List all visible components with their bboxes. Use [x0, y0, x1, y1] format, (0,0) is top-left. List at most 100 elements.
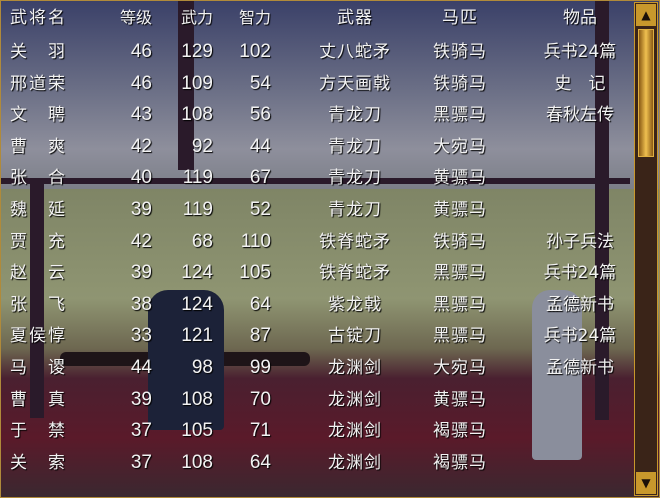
- tent-pole: [595, 0, 609, 420]
- header-name[interactable]: 武将名: [10, 8, 67, 28]
- cell-level: 39: [130, 199, 152, 220]
- cell-strength: 109: [181, 72, 213, 94]
- cell-weapon: 青龙刀: [328, 200, 382, 220]
- cell-item: 兵书24篇: [543, 263, 617, 284]
- cell-level: 33: [130, 325, 152, 347]
- scroll-up-arrow-icon[interactable]: ▲: [636, 4, 656, 26]
- cell-intelligence: 52: [249, 199, 271, 220]
- table-header: 武将名 等级 武力 智力 武器 马匹 物品: [0, 4, 630, 32]
- cell-level: 40: [130, 167, 152, 189]
- cell-intelligence: 99: [249, 357, 271, 378]
- cell-intelligence: 102: [239, 41, 271, 62]
- scroll-thumb[interactable]: [638, 29, 654, 157]
- header-strength[interactable]: 武力: [180, 8, 213, 27]
- general-row[interactable]: 贾 充 42 68 110 铁脊蛇矛 铁骑马 孙子兵法: [0, 228, 630, 256]
- cell-level: 46: [130, 41, 152, 62]
- cell-horse: 褐骠马: [433, 421, 487, 442]
- general-row[interactable]: 关 羽 46 129 102 丈八蛇矛 铁骑马 兵书24篇: [0, 38, 630, 66]
- cell-horse: 褐骠马: [433, 452, 487, 473]
- header-weapon[interactable]: 武器: [337, 8, 373, 28]
- general-row[interactable]: 夏侯惇 33 121 87 古锭刀 黑骠马 兵书24篇: [0, 322, 630, 350]
- cell-weapon: 方天画戟: [319, 73, 391, 94]
- cell-name: 贾 充: [10, 231, 67, 252]
- general-row[interactable]: 赵 云 39 124 105 铁脊蛇矛 黑骠马 兵书24篇: [0, 259, 630, 287]
- general-row[interactable]: 于 禁 37 105 71 龙渊剑 褐骠马: [0, 417, 630, 445]
- cell-weapon: 紫龙戟: [328, 294, 382, 315]
- cell-intelligence: 64: [249, 293, 271, 315]
- guard-figure: [532, 290, 582, 460]
- general-row[interactable]: 曹 爽 42 92 44 青龙刀 大宛马: [0, 133, 630, 161]
- cell-horse: 黄骠马: [433, 168, 487, 189]
- cell-level: 43: [130, 104, 152, 126]
- cell-weapon: 铁脊蛇矛: [319, 231, 391, 252]
- cell-name: 关 索: [10, 452, 67, 473]
- cell-horse: 大宛马: [433, 358, 487, 378]
- general-row[interactable]: 关 索 37 108 64 龙渊剑 褐骠马: [0, 449, 630, 477]
- cell-name: 邢道荣: [10, 73, 67, 94]
- cell-horse: 黑骠马: [433, 326, 487, 347]
- cell-intelligence: 64: [249, 451, 271, 473]
- cell-name: 曹 真: [10, 389, 67, 410]
- cell-strength: 92: [191, 135, 213, 157]
- cell-weapon: 龙渊剑: [328, 358, 382, 378]
- cell-horse: 黑骠马: [433, 294, 487, 315]
- general-row[interactable]: 张 飞 38 124 64 紫龙戟 黑骠马 孟德新书: [0, 291, 630, 319]
- general-row[interactable]: 文 聘 43 108 56 青龙刀 黑骠马 春秋左传: [0, 101, 630, 129]
- cell-name: 关 羽: [10, 42, 67, 62]
- cell-level: 39: [130, 388, 152, 410]
- cell-item: 孙子兵法: [546, 231, 614, 252]
- scrollbar[interactable]: ▲ ▼: [634, 2, 658, 496]
- cell-strength: 108: [181, 451, 213, 473]
- cell-weapon: 铁脊蛇矛: [319, 263, 391, 284]
- general-row[interactable]: 邢道荣 46 109 54 方天画戟 铁骑马 史 记: [0, 70, 630, 98]
- cell-intelligence: 71: [249, 420, 271, 442]
- cell-item: 孟德新书: [546, 358, 614, 378]
- tent-pole: [30, 178, 44, 418]
- general-row[interactable]: 张 合 40 119 67 青龙刀 黄骠马: [0, 164, 630, 192]
- cell-strength: 119: [182, 199, 213, 220]
- cell-weapon: 古锭刀: [328, 326, 382, 347]
- cell-horse: 黄骠马: [433, 389, 487, 410]
- seated-general-figure: [148, 290, 224, 430]
- header-intelligence[interactable]: 智力: [238, 8, 271, 27]
- header-horse[interactable]: 马匹: [442, 8, 478, 28]
- cell-name: 张 合: [10, 168, 67, 189]
- cell-level: 42: [130, 135, 152, 157]
- cell-horse: 铁骑马: [433, 42, 487, 62]
- cell-strength: 129: [181, 41, 213, 62]
- cell-level: 44: [130, 357, 152, 378]
- cell-weapon: 丈八蛇矛: [319, 42, 391, 62]
- header-level[interactable]: 等级: [119, 8, 152, 27]
- cell-weapon: 青龙刀: [328, 136, 382, 157]
- cell-item: 史 记: [554, 73, 606, 94]
- cell-strength: 68: [191, 230, 213, 252]
- cell-horse: 大宛马: [433, 136, 487, 157]
- cell-intelligence: 56: [249, 104, 271, 126]
- cell-name: 于 禁: [10, 421, 67, 442]
- tent-beam: [0, 178, 630, 184]
- cell-item: 兵书24篇: [543, 42, 617, 62]
- cell-name: 马 谡: [10, 358, 67, 378]
- cell-item: 兵书24篇: [543, 326, 617, 347]
- general-row[interactable]: 魏 延 39 119 52 青龙刀 黄骠马: [0, 196, 630, 224]
- cell-intelligence: 67: [249, 167, 271, 189]
- scroll-down-arrow-icon[interactable]: ▼: [636, 472, 656, 494]
- cell-intelligence: 87: [249, 325, 271, 347]
- cell-level: 37: [130, 420, 152, 442]
- cell-strength: 119: [182, 167, 213, 189]
- tent-pole: [178, 0, 194, 170]
- cell-weapon: 龙渊剑: [328, 421, 382, 442]
- cell-level: 37: [130, 451, 152, 473]
- cell-strength: 108: [181, 388, 213, 410]
- header-item[interactable]: 物品: [563, 8, 597, 28]
- general-row[interactable]: 曹 真 39 108 70 龙渊剑 黄骠马: [0, 386, 630, 414]
- cell-name: 夏侯惇: [10, 326, 67, 347]
- cell-intelligence: 70: [249, 388, 271, 410]
- general-row[interactable]: 马 谡 44 98 99 龙渊剑 大宛马 孟德新书: [0, 354, 630, 382]
- cell-name: 曹 爽: [10, 136, 67, 157]
- cell-level: 39: [130, 262, 152, 284]
- cell-level: 46: [130, 72, 152, 94]
- cell-level: 38: [130, 293, 152, 315]
- cell-name: 赵 云: [10, 263, 67, 284]
